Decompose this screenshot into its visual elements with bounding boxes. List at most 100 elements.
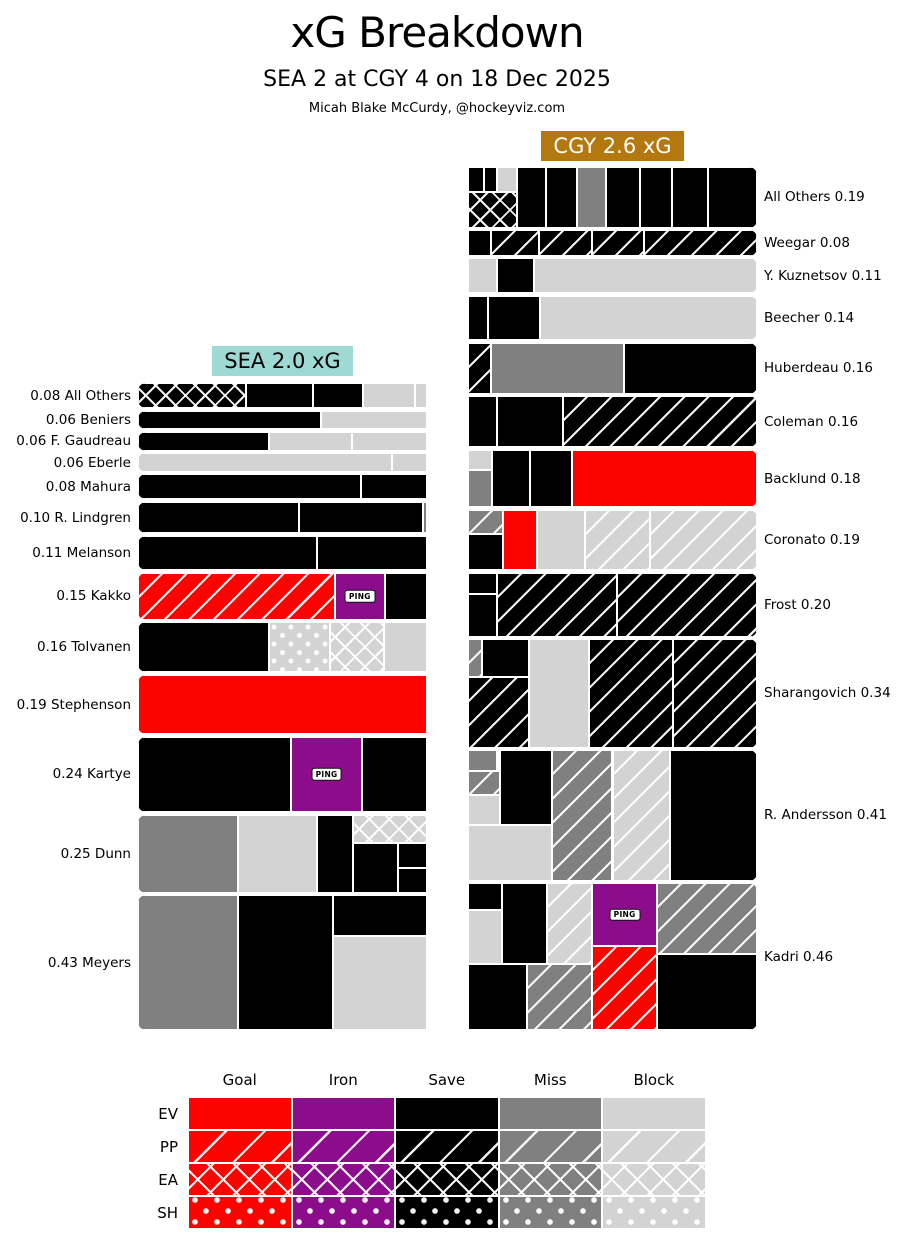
legend-col-label-miss: Miss [533,1071,567,1089]
shot-cell [491,449,531,508]
legend-swatch-miss-pp [498,1130,602,1163]
shot-cell [138,453,393,472]
player-row-mahura [138,474,427,500]
shot-cell [592,946,657,1030]
shot-cell [468,794,500,825]
cgy-header-wrap: CGY 2.6 xG [468,131,757,161]
player-label-backlund: Backlund 0.18 [764,470,861,487]
shot-cell [385,572,427,620]
shot-cell [534,258,757,294]
legend-swatch-goal-sh [188,1196,292,1229]
ping-badge: PING [609,908,641,922]
shot-cell [138,674,427,735]
shot-cell [363,383,416,409]
player-row-weegar [468,230,757,256]
player-label-coronato: Coronato 0.19 [764,532,860,549]
shot-cell [298,501,423,534]
legend-swatch-block-sh [602,1196,706,1229]
shot-cell [468,593,497,637]
shot-cell [317,814,354,893]
legend-swatch-goal-pp [188,1130,292,1163]
shot-cell [333,895,427,936]
legend-row-label-ea: EA [158,1170,178,1189]
shot-cell [589,639,674,748]
player-row-kakko: PING [138,572,427,620]
shot-cell [353,814,427,843]
shot-cell [468,677,529,748]
title-block: xG Breakdown SEA 2 at CGY 4 on 18 Dec 20… [0,0,874,116]
legend-swatch-save-sh [395,1196,499,1229]
player-label-tolvanen: 0.16 Tolvanen [37,639,131,656]
credit: Micah Blake McCurdy, @hockeyviz.com [308,101,566,116]
shot-cell [491,342,625,394]
shot-cell [616,572,757,637]
shot-cell [483,167,497,193]
shot-cell [138,383,247,409]
player-label-y-kuznetsov: Y. Kuznetsov 0.11 [764,267,882,284]
legend-swatch-goal-ev [188,1097,292,1130]
player-row-r-andersson [468,750,757,881]
legend-row-label-ev: EV [158,1104,178,1123]
legend-swatch-iron-ea [291,1163,395,1196]
shot-cell [491,230,539,256]
player-row-frost [468,572,757,637]
shot-cell [488,295,541,341]
shot-cell [138,622,270,673]
legend-col-label-goal: Goal [222,1071,257,1089]
subtitle: SEA 2 at CGY 4 on 18 Dec 2025 [263,67,611,92]
legend-col-label-block: Block [633,1071,675,1089]
shot-cell [138,431,269,451]
shot-cell [707,167,757,228]
shot-cell: PING [334,572,386,620]
player-row-f-gaudreau [138,431,427,451]
shot-cell [468,963,527,1030]
legend-swatch-iron-sh [291,1196,395,1229]
player-label-meyers: 0.43 Meyers [47,954,131,971]
legend-swatch-block-ev [602,1097,706,1130]
legend-swatch-miss-ev [498,1097,602,1130]
shot-cell [353,842,399,893]
shot-cell [312,383,364,409]
shot-cell [468,230,492,256]
player-row-all-others [468,167,757,228]
player-row-stephenson [138,674,427,735]
player-label-beniers: 0.06 Beniers [45,411,131,428]
shot-cell [499,750,552,825]
legend-swatch-miss-sh [498,1196,602,1229]
player-row-y-kuznetsov [468,258,757,294]
shot-cell [540,295,757,341]
shot-cell [517,167,547,228]
player-row-sharangovich [468,639,757,748]
shot-cell [605,167,640,228]
legend-col-label-save: Save [428,1071,466,1089]
shot-cell [644,230,757,256]
shot-cell [657,953,757,1030]
shot-cell [585,509,651,571]
shot-cell [138,895,239,1030]
shot-cell [538,230,593,256]
player-row-all-others [138,383,427,409]
player-row-melanson [138,535,427,571]
legend-swatch-goal-ea [188,1163,292,1196]
page-title: xG Breakdown [290,8,584,57]
shot-cell [468,469,492,508]
ping-badge: PING [344,589,376,603]
legend-swatch-save-ea [395,1163,499,1196]
shot-cell [138,410,321,430]
shot-cell [238,895,334,1030]
shot-cell [563,396,757,448]
shot-cell [612,750,671,881]
legend-swatch-miss-ea [498,1163,602,1196]
shot-cell [333,935,427,1030]
player-row-kartye: PING [138,736,427,812]
player-row-kadri: PING [468,883,757,1030]
shot-cell [468,509,503,534]
sea-total-badge: SEA 2.0 xG [212,346,353,376]
shot-cell [468,533,503,571]
legend-row-label-pp: PP [159,1137,178,1156]
player-label-r-andersson: R. Andersson 0.41 [764,807,887,824]
shot-cell [320,410,427,430]
